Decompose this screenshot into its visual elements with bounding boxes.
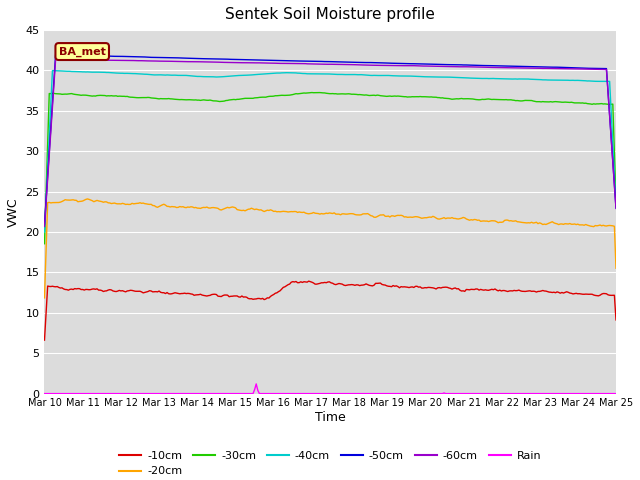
Title: Sentek Soil Moisture profile: Sentek Soil Moisture profile	[225, 7, 435, 22]
X-axis label: Time: Time	[315, 411, 346, 424]
Text: BA_met: BA_met	[59, 47, 106, 57]
Y-axis label: VWC: VWC	[7, 197, 20, 227]
Legend: -10cm, -20cm, -30cm, -40cm, -50cm, -60cm, Rain: -10cm, -20cm, -30cm, -40cm, -50cm, -60cm…	[115, 446, 546, 480]
